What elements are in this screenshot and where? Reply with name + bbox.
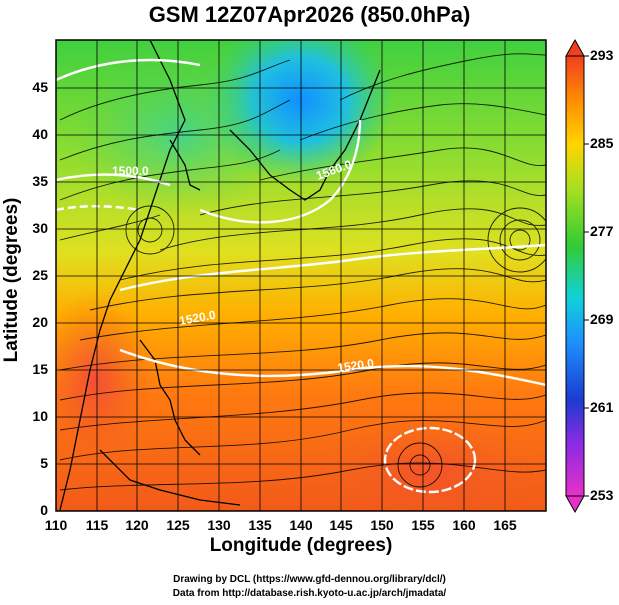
- y-tick-label: 25: [32, 267, 48, 283]
- x-tick-label: 135: [248, 517, 272, 533]
- y-tick-label: 40: [32, 126, 48, 142]
- x-tick-label: 130: [207, 517, 231, 533]
- credit-drawing: Drawing by DCL (https://www.gfd-dennou.o…: [173, 574, 446, 585]
- y-tick-label: 45: [32, 79, 48, 95]
- coastlines: [59, 40, 381, 511]
- x-tick-label: 155: [411, 517, 435, 533]
- x-tick-label: 145: [329, 517, 353, 533]
- temperature-field: [56, 40, 546, 511]
- colorbar-tick-label: 293: [590, 47, 614, 63]
- credit-data: Data from http://database.rish.kyoto-u.a…: [172, 588, 447, 599]
- colorbar-tick-label: 253: [590, 487, 614, 503]
- plot-frame: [55, 39, 547, 512]
- y-tick-label: 35: [32, 173, 48, 189]
- colorbar-min-arrow: [565, 495, 585, 514]
- chart-title: GSM 12Z07Apr2026 (850.0hPa): [148, 2, 471, 27]
- y-axis-title-text: Latitude (degrees): [1, 197, 22, 363]
- y-tick-label: 10: [32, 408, 48, 424]
- colorbar: [565, 38, 589, 514]
- x-axis-title: Longitude (degrees): [209, 535, 393, 556]
- colorbar-tick-label: 261: [590, 399, 614, 415]
- colorbar-tick-label: 285: [590, 135, 614, 151]
- y-tick-label: 30: [32, 220, 48, 236]
- contour-label: 1520.0: [336, 356, 375, 375]
- x-tick-label: 140: [289, 517, 313, 533]
- colorbar-tick-label: 277: [590, 223, 614, 239]
- colorbar-tick-label: 269: [590, 311, 614, 327]
- contour-label: 1500.0: [112, 164, 149, 178]
- contour-label: 1520.0: [178, 308, 217, 328]
- y-tick-label: 15: [32, 361, 48, 377]
- x-tick-label: 110: [44, 517, 68, 533]
- colorbar-max-arrow: [565, 38, 585, 57]
- wind-streamlines: [59, 53, 546, 491]
- x-tick-label: 115: [85, 517, 109, 533]
- y-tick-label: 5: [40, 455, 48, 471]
- x-tick-label: 165: [493, 517, 517, 533]
- graticule: [56, 40, 546, 511]
- x-tick-label: 125: [166, 517, 190, 533]
- y-tick-label: 0: [40, 502, 48, 518]
- x-tick-label: 120: [125, 517, 149, 533]
- y-tick-label: 20: [32, 314, 48, 330]
- x-tick-label: 160: [452, 517, 476, 533]
- x-tick-label: 150: [370, 517, 394, 533]
